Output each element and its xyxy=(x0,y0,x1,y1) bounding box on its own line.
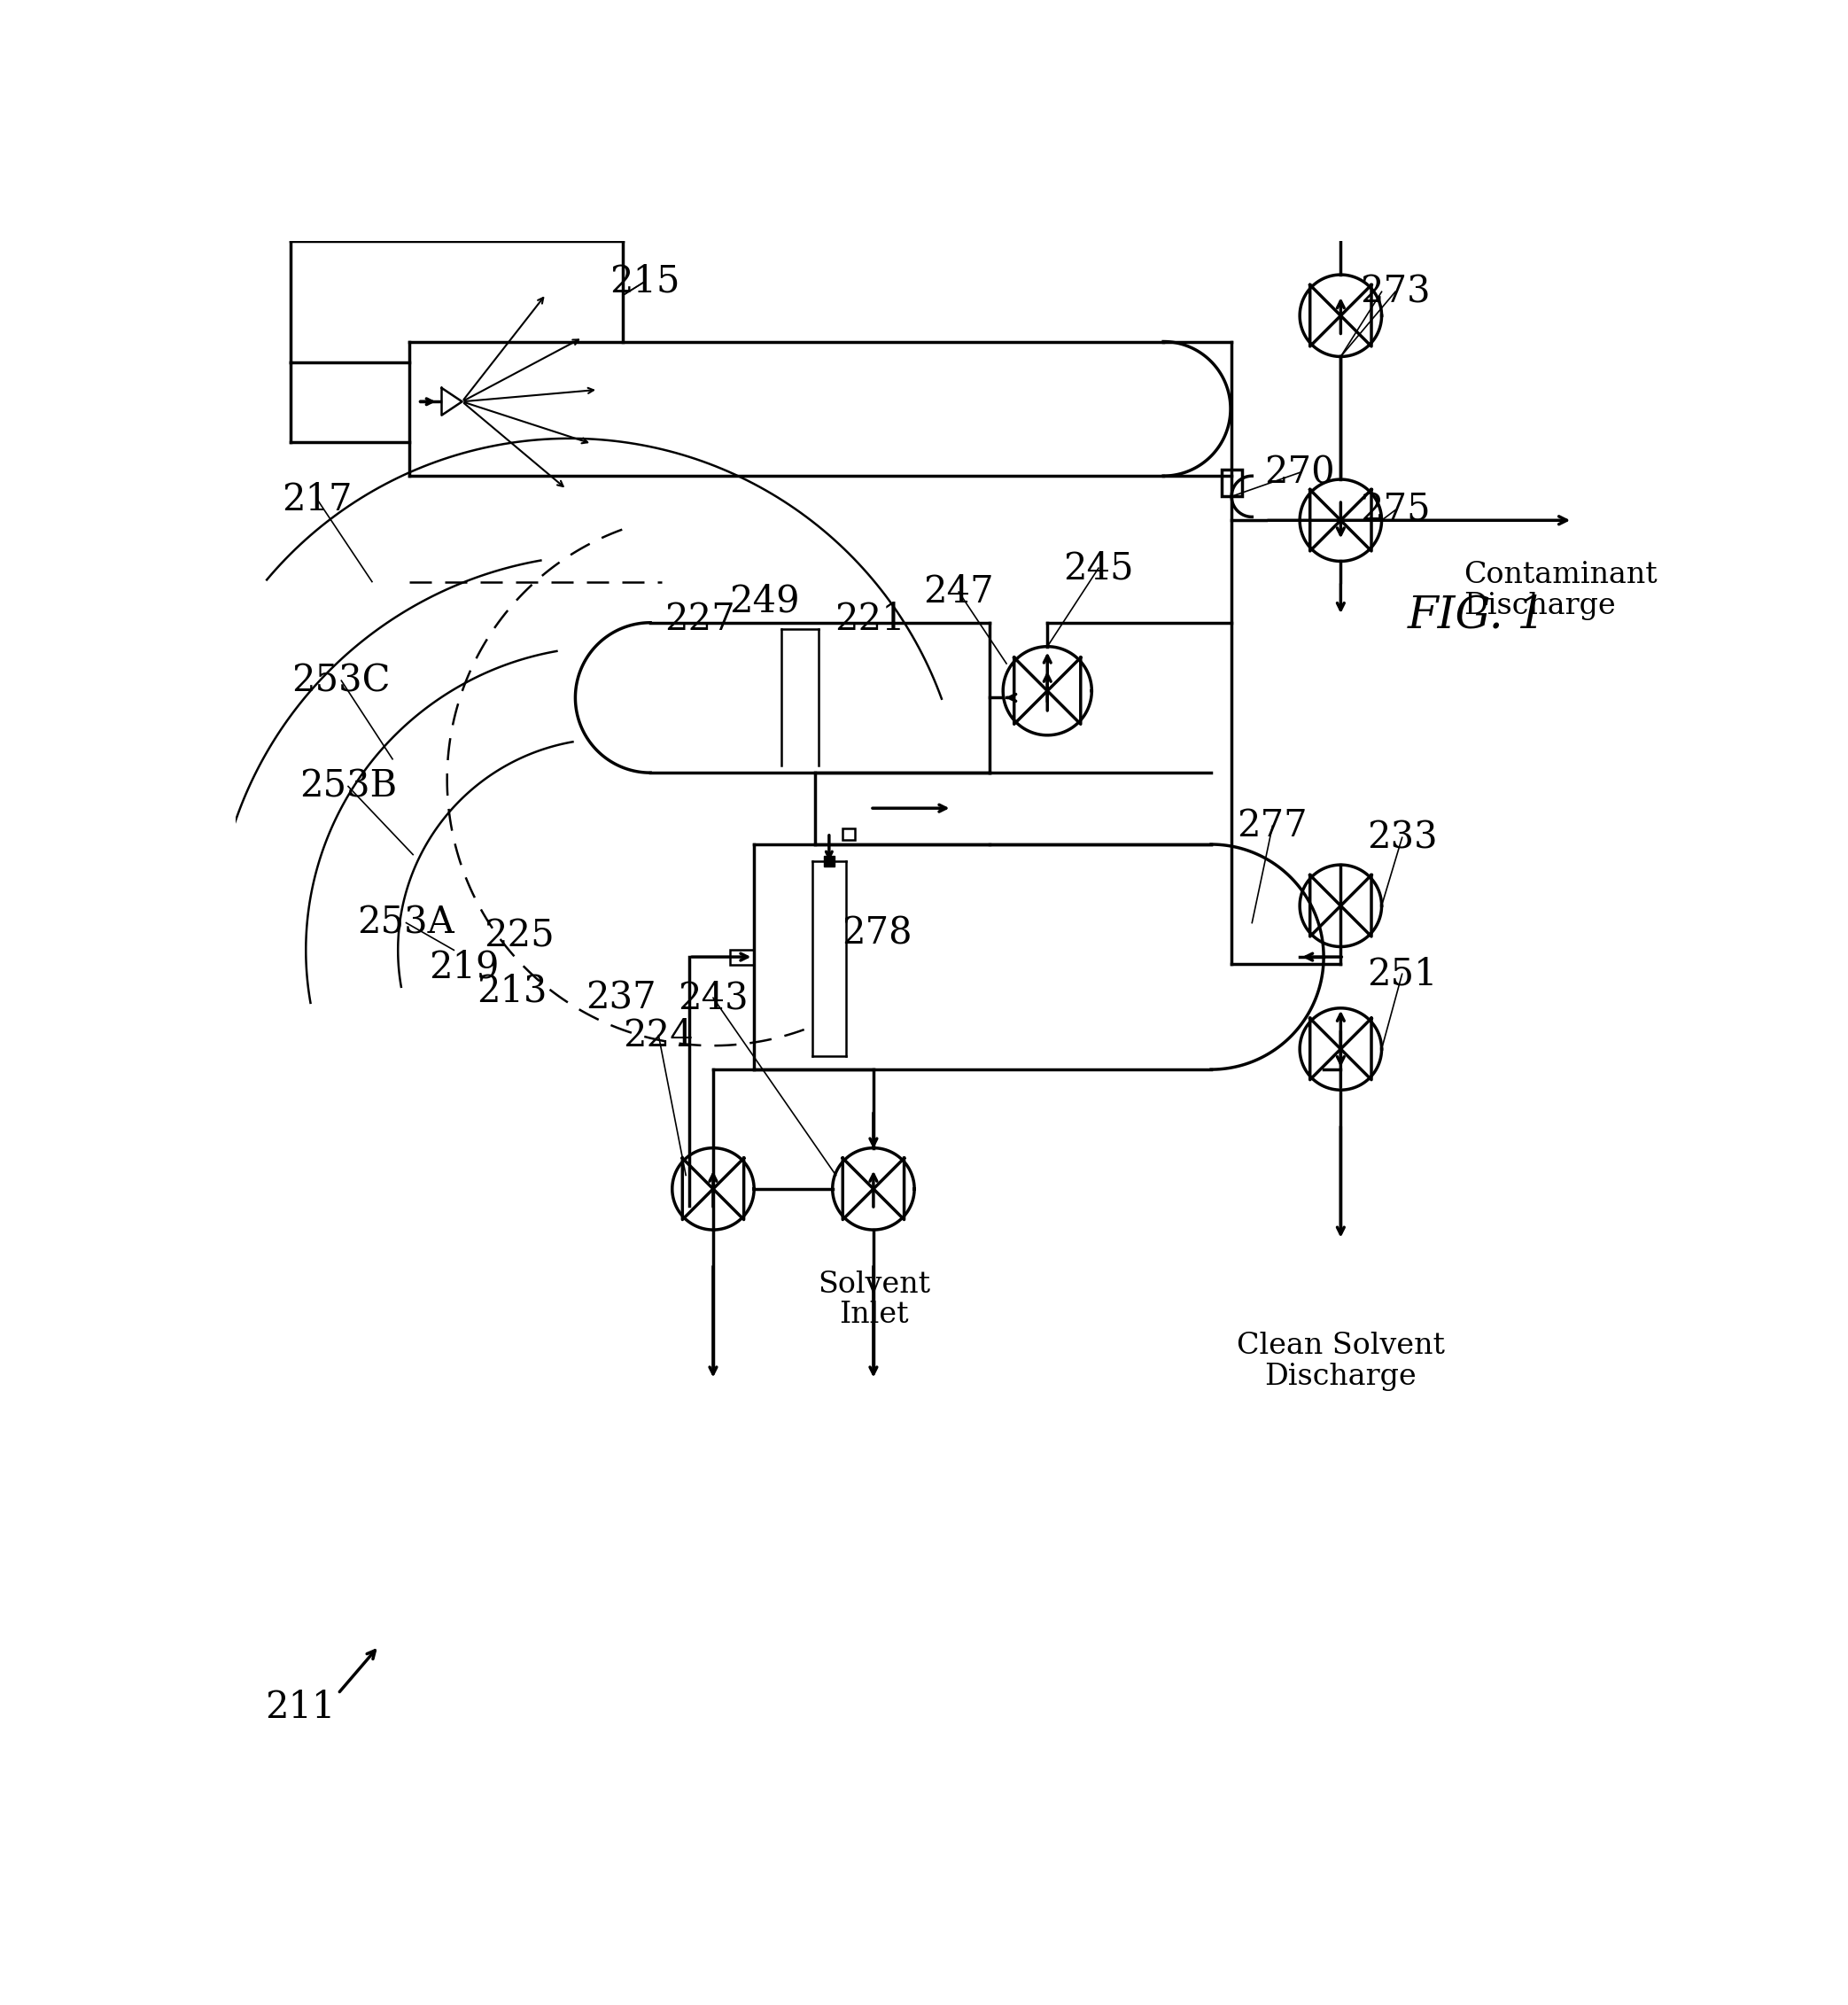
Text: 217: 217 xyxy=(283,481,353,519)
Bar xyxy=(843,828,856,840)
Text: 213: 213 xyxy=(477,972,547,1011)
Text: Discharge: Discharge xyxy=(1464,591,1615,620)
Text: 270: 270 xyxy=(1264,453,1334,491)
Text: 227: 227 xyxy=(663,602,736,638)
Text: FIG. 1: FIG. 1 xyxy=(1408,593,1547,638)
Text: 243: 243 xyxy=(678,978,748,1017)
Bar xyxy=(1222,469,1242,497)
Text: 225: 225 xyxy=(484,918,554,954)
Bar xyxy=(730,950,754,964)
Text: 245: 245 xyxy=(1063,549,1135,587)
Text: 249: 249 xyxy=(730,581,800,620)
Text: 224: 224 xyxy=(623,1017,693,1055)
Text: Inlet: Inlet xyxy=(839,1301,909,1329)
Text: 219: 219 xyxy=(429,948,499,986)
Text: 253B: 253B xyxy=(299,768,397,804)
Text: 273: 273 xyxy=(1360,273,1430,311)
Bar xyxy=(824,856,835,866)
Text: 275: 275 xyxy=(1360,491,1430,529)
Text: 211: 211 xyxy=(266,1688,336,1726)
Text: 253A: 253A xyxy=(357,904,455,942)
Text: 253C: 253C xyxy=(292,662,390,700)
Text: Contaminant: Contaminant xyxy=(1464,561,1658,589)
Text: 237: 237 xyxy=(586,978,656,1017)
Text: Clean Solvent: Clean Solvent xyxy=(1236,1331,1445,1359)
Text: 251: 251 xyxy=(1368,954,1438,992)
Text: Solvent: Solvent xyxy=(819,1271,930,1299)
Text: 278: 278 xyxy=(841,914,913,952)
Text: 233: 233 xyxy=(1368,818,1438,856)
Text: 247: 247 xyxy=(924,573,994,612)
Text: Discharge: Discharge xyxy=(1264,1361,1417,1391)
Text: 215: 215 xyxy=(610,263,680,301)
Text: 221: 221 xyxy=(835,602,906,638)
Text: 277: 277 xyxy=(1236,808,1308,844)
